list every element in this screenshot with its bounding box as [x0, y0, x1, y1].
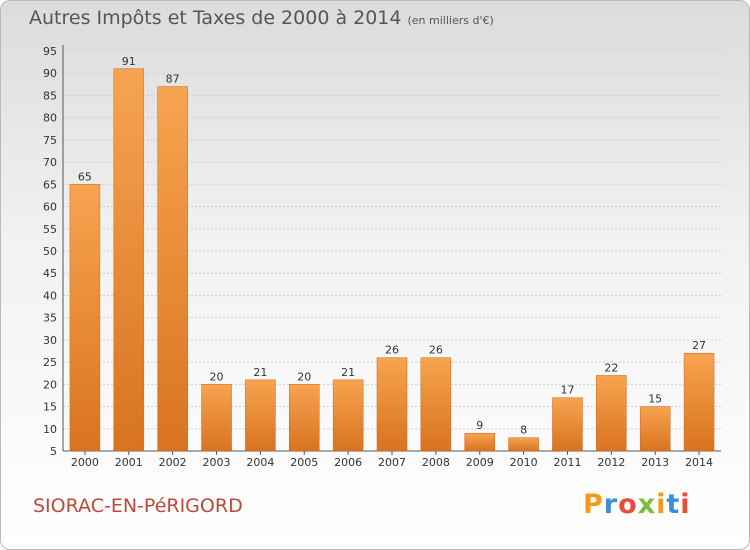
y-tick-label: 85 — [43, 89, 57, 102]
y-tick-label: 70 — [43, 156, 57, 169]
x-tick-label: 2009 — [466, 456, 494, 469]
bar-value-label: 87 — [166, 73, 180, 86]
x-tick-label: 2011 — [553, 456, 581, 469]
bar-value-label: 20 — [210, 370, 224, 383]
bar — [596, 375, 627, 452]
bar-value-label: 27 — [692, 339, 706, 352]
x-tick-label: 2010 — [510, 456, 538, 469]
y-tick-label: 60 — [43, 201, 57, 214]
bar-value-label: 15 — [648, 393, 662, 406]
logo-letter: x — [637, 489, 657, 520]
y-tick-label: 40 — [43, 289, 57, 302]
x-tick-label: 2006 — [334, 456, 362, 469]
x-tick-label: 2001 — [115, 456, 143, 469]
bar-value-label: 22 — [604, 361, 618, 374]
bar — [420, 357, 452, 452]
bars — [69, 68, 715, 452]
chart-unit: (en milliers d'€) — [407, 14, 494, 27]
x-tick-label: 2004 — [246, 456, 274, 469]
bar-value-label: 8 — [520, 424, 527, 437]
y-tick-label: 50 — [43, 245, 57, 258]
y-tick-label: 35 — [43, 312, 57, 325]
x-tick-labels: 2000 2001 2002 2003 2004 2005 2006 2007 2008 2009… — [71, 456, 713, 469]
logo-letter: r — [603, 489, 619, 520]
bar-value-label: 20 — [297, 370, 311, 383]
x-tick-label: 2007 — [378, 456, 406, 469]
y-tick-label: 25 — [43, 356, 57, 369]
y-tick-label: 10 — [43, 423, 57, 436]
x-tick-label: 2013 — [641, 456, 669, 469]
x-tick-label: 2000 — [71, 456, 99, 469]
bar — [376, 357, 408, 452]
commune-name: SIORAC-EN-PéRIGORD — [33, 495, 243, 517]
x-tick-label: 2002 — [159, 456, 187, 469]
bar — [201, 384, 232, 452]
chart-title: Autres Impôts et Taxes de 2000 à 2014 (en… — [29, 7, 494, 29]
logo-letter: t — [666, 489, 681, 520]
y-tick-label: 55 — [43, 223, 57, 236]
x-tick-label: 2012 — [597, 456, 625, 469]
bar — [639, 406, 671, 452]
bar-value-label: 91 — [122, 55, 136, 68]
bar-value-label: 21 — [253, 366, 267, 379]
y-tick-label: 45 — [43, 267, 57, 280]
y-tick-label: 15 — [43, 401, 57, 414]
logo-letter: i — [680, 489, 691, 520]
proxiti-logo[interactable]: Proxiti — [583, 489, 691, 520]
bar-value-label: 26 — [429, 344, 443, 357]
y-tick-label: 80 — [43, 112, 57, 125]
bar-value-label: 65 — [78, 170, 92, 183]
y-tick-label: 75 — [43, 134, 57, 147]
y-tick-label: 20 — [43, 378, 57, 391]
value-labels: 65 91 87 20 21 20 21 26 26 9 8 17 22 15 27 — [78, 55, 706, 437]
bar-value-label: 26 — [385, 344, 399, 357]
bar-value-label: 9 — [476, 419, 483, 432]
bar — [683, 352, 715, 452]
bar-value-label: 21 — [341, 366, 355, 379]
x-tick-label: 2005 — [290, 456, 318, 469]
x-tick-label: 2008 — [422, 456, 450, 469]
y-tick-label: 95 — [43, 45, 57, 58]
chart-title-text: Autres Impôts et Taxes de 2000 à 2014 — [29, 7, 402, 29]
bar — [69, 184, 101, 452]
y-tick-label: 90 — [43, 67, 57, 80]
bar — [508, 437, 539, 452]
bar — [464, 432, 495, 452]
bar — [289, 384, 320, 452]
y-tick-labels: 5 10 15 20 25 30 35 40 45 50 55 60 65 70 75 80 85 90 95 — [43, 45, 57, 458]
x-tick-label: 2014 — [685, 456, 713, 469]
logo-letter: o — [618, 489, 638, 520]
bar — [113, 68, 145, 452]
bar-value-label: 17 — [560, 384, 574, 397]
bar — [157, 86, 188, 452]
bar — [245, 379, 276, 452]
bar — [552, 397, 583, 452]
y-tick-label: 5 — [50, 445, 57, 458]
bar — [332, 379, 364, 452]
y-tick-label: 65 — [43, 178, 57, 191]
y-tick-label: 30 — [43, 334, 57, 347]
logo-letter: i — [656, 489, 667, 520]
logo-letter: P — [583, 489, 604, 520]
x-tick-label: 2003 — [203, 456, 231, 469]
